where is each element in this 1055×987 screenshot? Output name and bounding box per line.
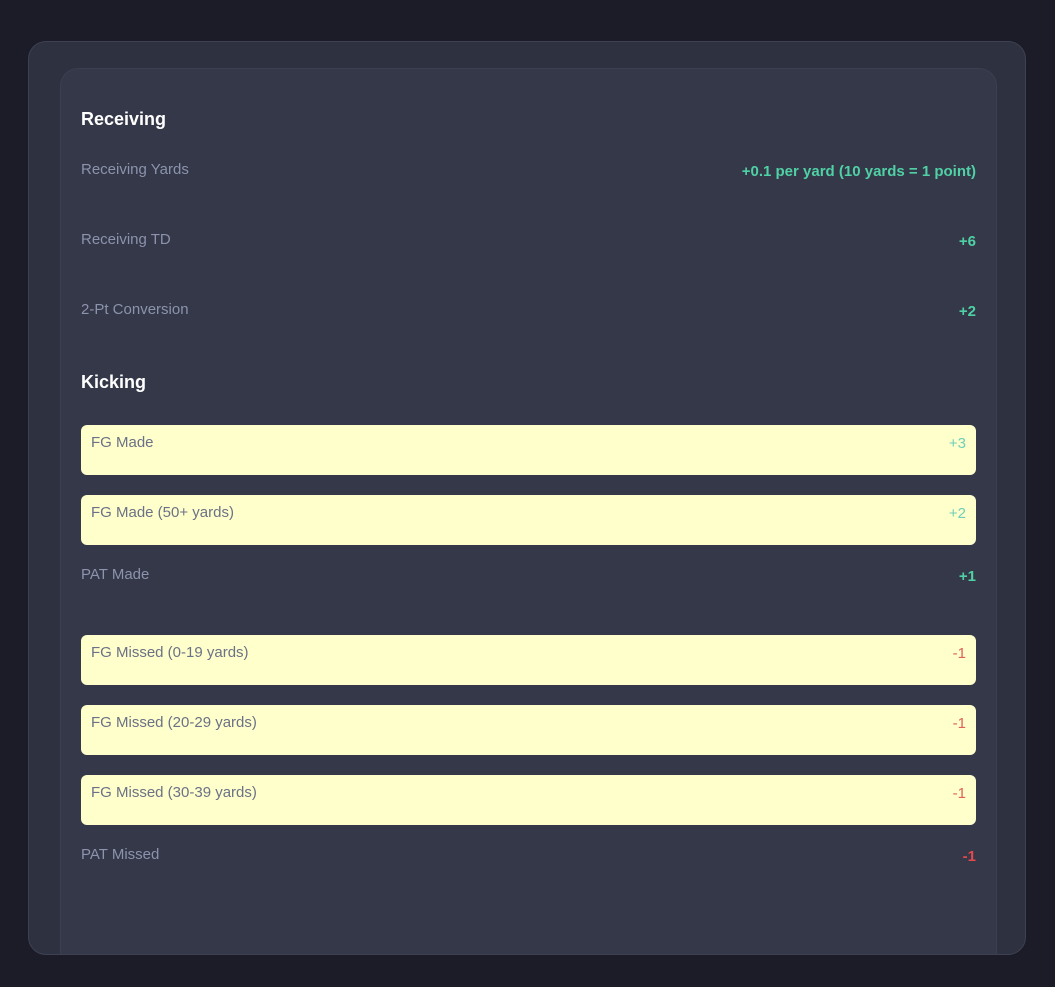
rule-points: -1 bbox=[952, 645, 966, 662]
scoring-card: Receiving Receiving Yards +0.1 per yard (1… bbox=[28, 41, 1026, 955]
rule-points: +0.1 per yard (10 yards = 1 point) bbox=[741, 163, 976, 180]
scoring-rule-row: 2-Pt Conversion +2 bbox=[81, 300, 976, 350]
rule-points: +2 bbox=[958, 303, 976, 320]
rule-points: -1 bbox=[952, 715, 966, 732]
scoring-rule-row: FG Made +3 bbox=[81, 425, 976, 475]
rule-points: +2 bbox=[948, 505, 966, 522]
rule-points: +3 bbox=[948, 435, 966, 452]
section-title-kicking: Kicking bbox=[81, 372, 147, 392]
rule-points: +6 bbox=[958, 233, 976, 250]
rule-label: Receiving TD bbox=[81, 231, 171, 248]
scoring-rule-row: FG Made (50+ yards) +2 bbox=[81, 495, 976, 545]
rule-label: FG Missed (30-39 yards) bbox=[91, 784, 257, 801]
scoring-rule-row: FG Missed (20-29 yards) -1 bbox=[81, 705, 976, 755]
scoring-rule-row: PAT Missed -1 bbox=[81, 845, 976, 895]
scoring-rule-row: FG Missed (30-39 yards) -1 bbox=[81, 775, 976, 825]
rule-points: -1 bbox=[962, 848, 976, 865]
rule-label: FG Made bbox=[91, 434, 154, 451]
section-title-receiving: Receiving bbox=[81, 109, 167, 129]
rule-points: +1 bbox=[958, 568, 976, 585]
scoring-rule-row: FG Missed (0-19 yards) -1 bbox=[81, 635, 976, 685]
rule-label: PAT Made bbox=[81, 566, 150, 583]
rule-label: PAT Missed bbox=[81, 846, 160, 863]
rule-points: -1 bbox=[952, 785, 966, 802]
rule-label: FG Made (50+ yards) bbox=[91, 504, 234, 521]
rule-label: FG Missed (20-29 yards) bbox=[91, 714, 257, 731]
rule-label: FG Missed (0-19 yards) bbox=[91, 644, 249, 661]
scoring-rule-row: Receiving Yards +0.1 per yard (10 yards =… bbox=[81, 160, 976, 210]
rule-label: 2-Pt Conversion bbox=[81, 301, 189, 318]
rule-label: Receiving Yards bbox=[81, 161, 189, 178]
scoring-rule-row: PAT Made +1 bbox=[81, 565, 976, 615]
scoring-panel: Receiving Receiving Yards +0.1 per yard (1… bbox=[60, 68, 997, 954]
scoring-rule-row: Receiving TD +6 bbox=[81, 230, 976, 280]
